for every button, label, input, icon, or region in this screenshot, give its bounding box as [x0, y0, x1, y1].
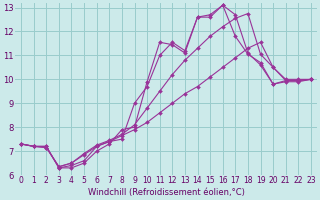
X-axis label: Windchill (Refroidissement éolien,°C): Windchill (Refroidissement éolien,°C) [88, 188, 244, 197]
